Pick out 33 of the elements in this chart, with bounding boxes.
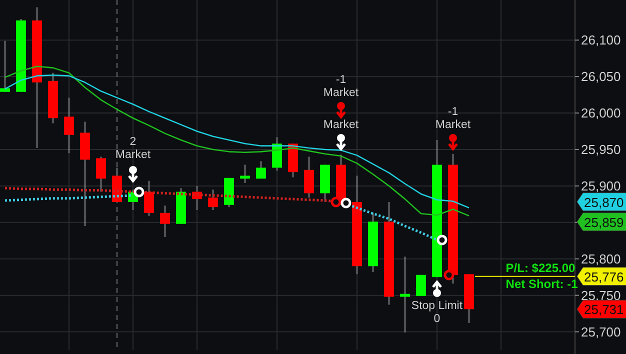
candlestick xyxy=(64,97,74,154)
annotation: Market xyxy=(323,119,360,131)
annotation: 2 xyxy=(130,136,136,148)
annotation: Market xyxy=(435,119,472,131)
annotation: 0 xyxy=(434,313,440,325)
y-tick-label: 25,950 xyxy=(581,142,621,157)
candlestick xyxy=(256,160,266,180)
candlestick xyxy=(144,180,154,216)
annotation: Stop Limit xyxy=(411,300,464,312)
annotation: Market xyxy=(115,149,152,161)
y-tick-label: 25,800 xyxy=(581,251,621,266)
annotation: -1 xyxy=(336,74,346,86)
candlestick xyxy=(400,256,410,333)
candlestick xyxy=(304,156,314,198)
text: Net Short: -1 xyxy=(506,277,578,291)
text: 25,731 xyxy=(584,302,624,318)
y-tick-label: 25,700 xyxy=(581,324,621,340)
annotation: -1 xyxy=(448,106,458,118)
candlestick xyxy=(160,205,170,238)
y-tick-label: 26,000 xyxy=(581,106,621,121)
y-tick-label: 25,900 xyxy=(581,178,621,194)
annotation: Market xyxy=(323,87,360,99)
text: 25,859 xyxy=(584,214,624,230)
y-tick-label: 26,100 xyxy=(581,32,621,48)
candlestick xyxy=(240,164,250,184)
ref-line-label: 25,776 xyxy=(584,269,624,284)
candlestick xyxy=(0,40,10,92)
text: 25,870 xyxy=(584,194,624,210)
text: P/L: $225.00 xyxy=(506,261,576,275)
candlestick xyxy=(96,156,106,192)
y-tick-label: 26,050 xyxy=(581,69,621,84)
y-tick-label: 25,750 xyxy=(581,288,621,303)
candlestick xyxy=(208,189,218,210)
